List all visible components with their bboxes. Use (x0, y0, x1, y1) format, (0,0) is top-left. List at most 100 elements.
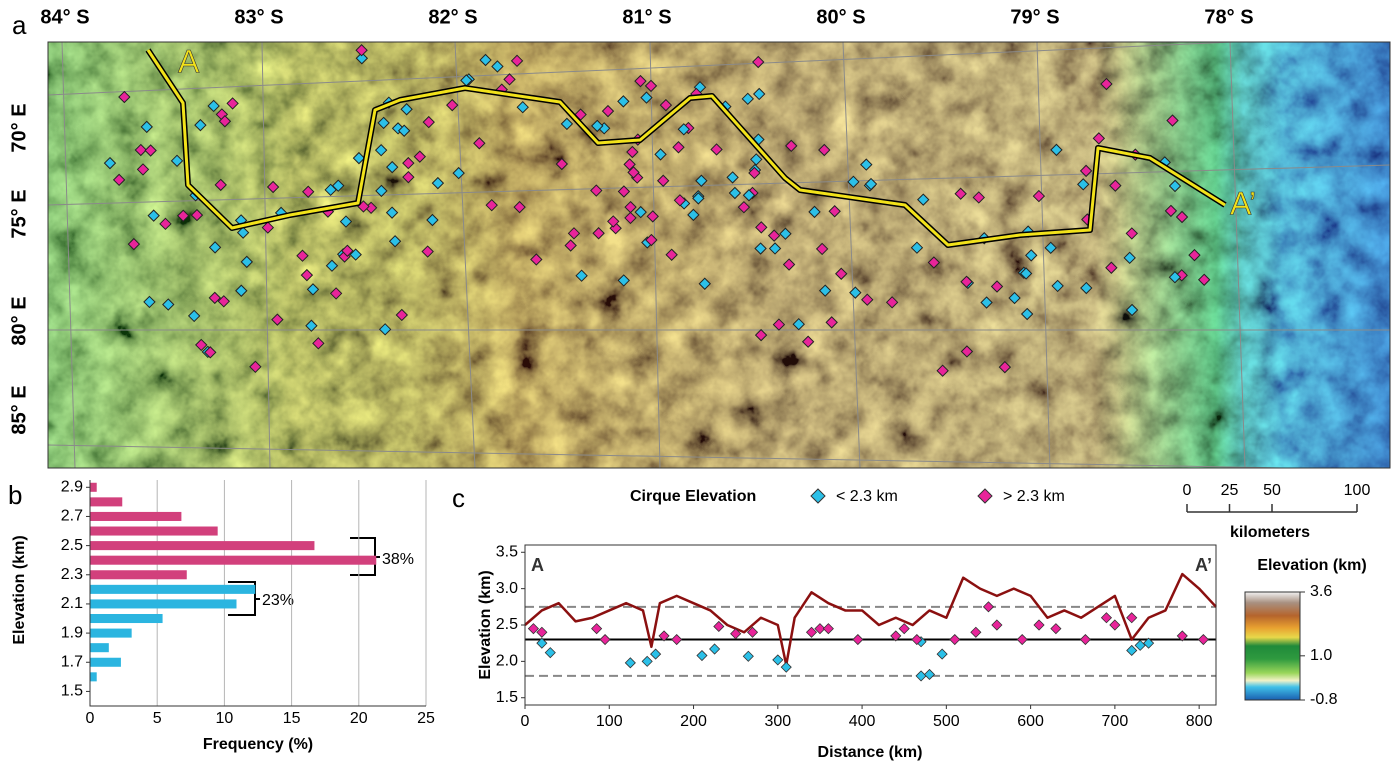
cirque-point (852, 633, 864, 646)
profile-line (524, 572, 1217, 667)
cirque-point (1100, 612, 1113, 624)
x-tick-label: 700 (1102, 713, 1129, 730)
cirque-marker (190, 208, 204, 222)
cirque-marker (208, 291, 222, 305)
cirque-marker (112, 173, 126, 187)
x-tick-label: 100 (596, 713, 623, 730)
relief (48, 42, 1390, 468)
longitude-label: 84° S (40, 6, 89, 28)
cirque-marker (503, 73, 516, 86)
cirque-marker (626, 145, 639, 159)
cirque-marker (305, 319, 318, 332)
cirque-marker (296, 249, 309, 262)
cirque-point (822, 623, 834, 635)
cirque-marker (159, 217, 172, 231)
cirque-marker (329, 287, 343, 300)
cirque-point (970, 626, 982, 638)
cirque-marker (473, 137, 486, 150)
bar (90, 599, 237, 609)
cirque-marker (617, 274, 630, 287)
bar (90, 482, 97, 492)
cirque-marker (352, 151, 366, 165)
cirque-marker (617, 95, 630, 108)
cirque-marker (402, 156, 415, 170)
cirque-marker (755, 221, 768, 234)
cirque-marker (140, 120, 153, 134)
cirque-marker (341, 244, 354, 257)
y-tick-label: 3.0 (496, 580, 518, 597)
cirque-marker (972, 191, 985, 204)
cirque-marker (1092, 132, 1106, 145)
bar (90, 643, 109, 653)
cirque-point (730, 628, 742, 640)
y-tick-label: 2.3 (61, 566, 83, 583)
cirque-marker (782, 258, 796, 271)
cirque-marker (592, 227, 605, 240)
cirque-marker (402, 170, 415, 184)
cirque-marker (640, 91, 653, 104)
cirque-point (536, 626, 548, 638)
bracket (228, 581, 260, 616)
cirque-marker (147, 209, 160, 222)
longitude-label: 82° S (428, 6, 477, 28)
cirque-marker (170, 154, 184, 168)
cirque-marker (1164, 204, 1178, 218)
legend-marker (810, 488, 826, 504)
y-tick-label: 2.5 (496, 616, 518, 633)
cirque-marker (446, 98, 459, 112)
cirque-marker (927, 256, 941, 269)
bar (90, 497, 123, 507)
cirque-point (911, 633, 923, 646)
x-tick-label: 10 (216, 710, 234, 727)
cirque-marker (395, 308, 409, 322)
cirque-marker (808, 205, 821, 219)
cirque-marker (208, 241, 222, 254)
cirque-marker (195, 338, 208, 352)
cirque-point (1197, 633, 1209, 646)
cirque-marker (590, 184, 603, 197)
cirque-marker (847, 175, 860, 189)
cirque-marker (860, 158, 873, 171)
longitude-label: 81° S (622, 6, 671, 28)
longitude-label: 83° S (234, 6, 283, 28)
cirque-marker (400, 103, 413, 116)
profile-start-label: A (531, 555, 544, 575)
cirque-marker (815, 242, 829, 256)
cirque-marker (741, 92, 754, 106)
cirque-point (1134, 639, 1146, 651)
y-tick-label: 2.7 (61, 508, 83, 525)
cirque-marker (1125, 303, 1139, 317)
cirque-marker (998, 360, 1012, 374)
cirque-marker (1025, 249, 1038, 262)
panel-label: c (452, 483, 465, 513)
bar (90, 555, 377, 565)
cirque-point (544, 647, 556, 659)
bar (90, 526, 218, 536)
cirque-marker (127, 237, 141, 251)
cirque-point (742, 650, 754, 662)
cirque-point (780, 661, 792, 673)
cirque-marker (864, 177, 878, 191)
cirque-marker (249, 360, 262, 374)
cirque-marker (954, 187, 967, 200)
colorbar-tick-label: 3.6 (1310, 583, 1332, 600)
cirque-marker (516, 100, 529, 114)
cirque-marker (355, 52, 369, 65)
bar (90, 672, 97, 682)
cirque-marker (204, 346, 217, 359)
scale-bar-label: kilometers (1230, 524, 1310, 541)
cirque-marker (236, 226, 250, 239)
panel-label: b (8, 480, 22, 510)
cirque-marker (312, 337, 325, 350)
cirque-markers (103, 44, 1211, 377)
cirque-marker (801, 335, 815, 348)
cirque-marker (302, 185, 315, 198)
y-tick-label: 3.5 (496, 543, 518, 560)
cirque-marker (391, 122, 405, 135)
cirque-marker (835, 267, 848, 280)
cirque-marker (1077, 178, 1090, 191)
y-tick-label: 1.9 (61, 624, 83, 641)
cirque-point (624, 657, 636, 669)
cirque-marker (1125, 227, 1139, 240)
cirque-marker (421, 245, 434, 258)
